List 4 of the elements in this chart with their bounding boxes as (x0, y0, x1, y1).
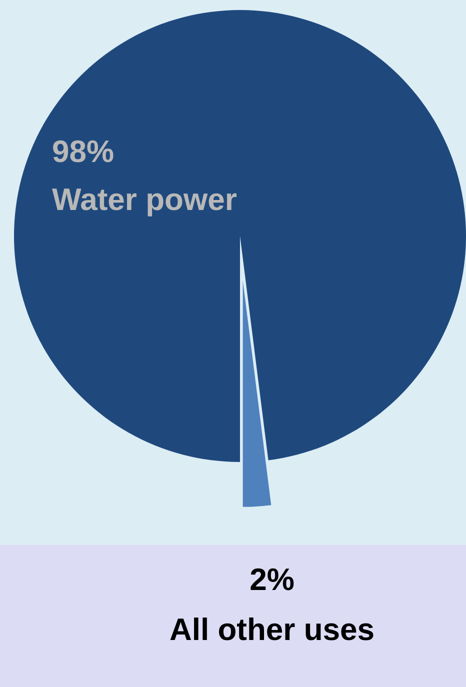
data-label: 2% (250, 562, 294, 597)
data-label: 98% (52, 134, 114, 169)
slice-label: All other uses (170, 612, 374, 647)
slice-label: Water power (52, 182, 237, 217)
